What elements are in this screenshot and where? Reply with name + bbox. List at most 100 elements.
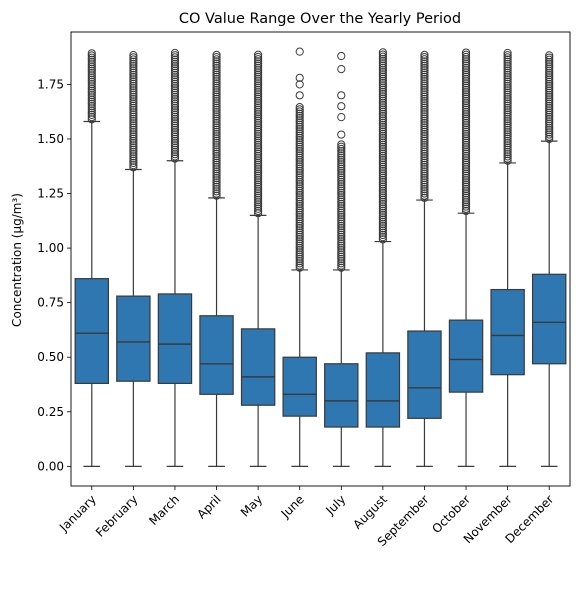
outlier-point (129, 62, 138, 71)
outlier-point (170, 110, 180, 119)
outlier-point (378, 68, 387, 77)
outlier-point (212, 75, 221, 84)
outlier-point (378, 129, 387, 138)
outlier-point (545, 112, 554, 122)
outlier-point (295, 219, 304, 228)
outlier-point (170, 53, 180, 62)
outlier-point (461, 136, 471, 145)
outlier-point (337, 248, 346, 257)
outlier-point (461, 81, 471, 90)
outlier-point (545, 84, 554, 93)
outlier-point (503, 55, 512, 64)
outlier-point (254, 77, 263, 86)
outlier-point (461, 171, 471, 180)
outlier-point (170, 103, 180, 113)
outlier-point (87, 86, 96, 95)
outlier-point (503, 70, 512, 80)
outlier-point (212, 114, 221, 123)
outlier-point (295, 122, 304, 132)
outlier-point (337, 254, 346, 264)
outlier-point (129, 145, 138, 154)
outlier-point (337, 217, 346, 226)
outlier-point (295, 232, 304, 242)
outlier-point (378, 160, 387, 169)
outlier-point (337, 151, 346, 160)
outlier-point (420, 169, 429, 178)
outlier-point (295, 254, 304, 264)
outlier-point (420, 103, 429, 112)
outlier-point (503, 97, 512, 106)
outlier-point (461, 187, 471, 196)
outlier-point (545, 73, 554, 82)
outlier-point (129, 158, 138, 168)
outlier-point (420, 132, 429, 141)
outlier-point (254, 103, 263, 112)
outlier-point (503, 150, 512, 159)
outlier-point (337, 252, 346, 261)
outlier-point (337, 221, 346, 231)
outlier-point (461, 134, 471, 143)
outlier-point (129, 154, 138, 163)
outlier-point (420, 63, 429, 73)
outlier-point (461, 176, 471, 185)
outlier-point (212, 180, 221, 189)
outlier-point (503, 103, 512, 113)
iqr-box (324, 363, 359, 428)
outlier-point (212, 116, 221, 126)
outlier-point (295, 109, 304, 118)
outlier-point (295, 151, 304, 160)
outlier-point (461, 70, 471, 79)
outlier-point (170, 99, 180, 108)
outlier-point (212, 94, 221, 104)
outlier-point (254, 88, 263, 97)
outlier-point (420, 77, 429, 86)
outlier-point (337, 250, 346, 259)
outlier-point (503, 139, 512, 148)
outlier-point (378, 92, 387, 101)
outlier-point (378, 76, 387, 86)
outlier-point (295, 210, 304, 220)
outlier-point (212, 55, 221, 64)
outlier-point (378, 230, 387, 240)
outlier-point (254, 173, 263, 183)
outlier-point (378, 54, 387, 64)
outlier-point (503, 117, 512, 126)
outlier-point (254, 147, 263, 156)
outlier-point (545, 62, 554, 71)
outlier-point (420, 151, 429, 161)
outlier-point (212, 160, 221, 170)
outlier-point (461, 151, 471, 161)
outlier-point (129, 134, 138, 143)
outlier-point (170, 48, 180, 58)
outlier-point (420, 118, 429, 128)
outlier-point (378, 120, 387, 130)
outlier-point (337, 204, 346, 213)
outlier-point (461, 132, 471, 141)
outlier-point (545, 88, 554, 97)
outlier-point (87, 91, 96, 100)
outlier-point (212, 143, 221, 152)
outlier-point (337, 175, 346, 184)
outlier-point (420, 173, 429, 183)
outlier-point (129, 139, 138, 148)
outlier-point (337, 226, 346, 235)
outlier-point (337, 155, 346, 165)
outlier-point (337, 188, 346, 198)
outlier-point (87, 95, 96, 104)
outlier-point (503, 62, 512, 71)
outlier-point (461, 189, 471, 198)
outlier-point (212, 176, 221, 185)
outlier-point (337, 232, 346, 242)
x-tick-label: July (323, 492, 349, 518)
outlier-point (378, 123, 387, 132)
outlier-point (212, 147, 221, 156)
outlier-point (337, 191, 346, 200)
y-tick-label: 0.00 (37, 459, 64, 473)
outlier-point (461, 143, 471, 152)
outlier-point (503, 86, 512, 95)
outlier-point (170, 101, 180, 110)
outlier-point (503, 64, 512, 73)
outlier-point (170, 81, 180, 91)
outlier-point (87, 55, 96, 65)
